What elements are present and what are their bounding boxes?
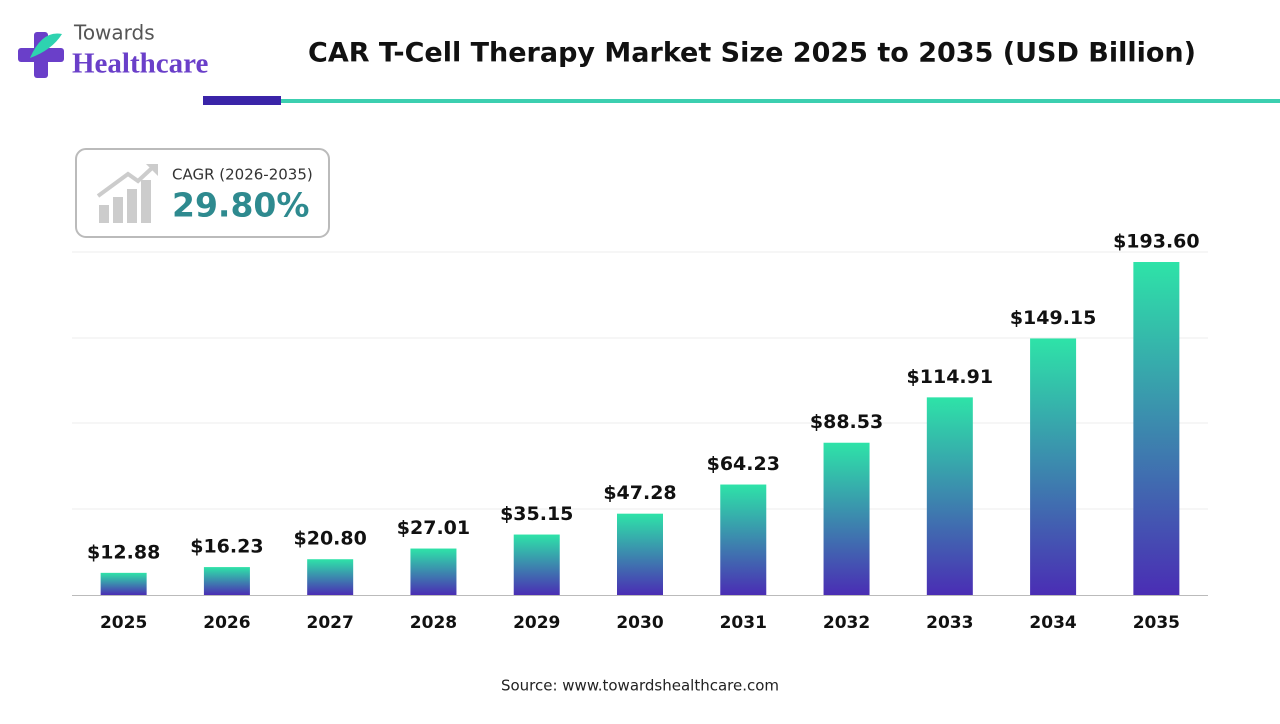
data-label: $35.15 — [500, 503, 573, 525]
data-label: $47.28 — [603, 482, 676, 504]
x-tick-label: 2031 — [720, 613, 767, 633]
x-tick-label: 2025 — [100, 613, 147, 633]
data-label: $12.88 — [87, 541, 160, 563]
data-label: $27.01 — [397, 517, 470, 539]
data-label: $149.15 — [1010, 307, 1097, 329]
x-tick-label: 2035 — [1133, 613, 1180, 633]
x-tick-label: 2029 — [513, 613, 560, 633]
x-tick-label: 2034 — [1029, 613, 1076, 633]
bar — [1133, 262, 1180, 595]
bar — [410, 548, 457, 595]
cagr-value: 29.80% — [172, 186, 309, 225]
chart-title: CAR T-Cell Therapy Market Size 2025 to 2… — [308, 38, 1196, 69]
x-tick-label: 2033 — [926, 613, 973, 633]
logo: Towards Healthcare — [18, 21, 208, 80]
header-accent — [203, 96, 281, 105]
bar — [823, 442, 870, 595]
bar — [513, 534, 560, 595]
bar — [926, 397, 973, 595]
cagr-box: CAGR (2026-2035) 29.80% — [75, 148, 330, 238]
data-label: $114.91 — [907, 366, 994, 388]
data-label: $20.80 — [294, 528, 367, 550]
grid-decoration — [72, 251, 1208, 510]
bar — [617, 513, 663, 595]
bar — [307, 559, 354, 595]
x-tick-label: 2027 — [307, 613, 354, 633]
bar — [1030, 338, 1077, 595]
cagr-label: CAGR (2026-2035) — [172, 166, 313, 184]
bar — [100, 572, 147, 595]
bar — [203, 567, 250, 595]
x-tick-label: 2026 — [203, 613, 250, 633]
bar — [720, 484, 767, 595]
data-label: $16.23 — [190, 536, 263, 558]
logo-bottom: Healthcare — [72, 48, 208, 80]
x-tick-label: 2032 — [823, 613, 870, 633]
data-label: $64.23 — [707, 453, 780, 475]
x-tick-label: 2030 — [616, 613, 663, 633]
logo-top: Towards — [73, 21, 155, 45]
header-line — [281, 99, 1280, 103]
data-label: $88.53 — [810, 411, 883, 433]
x-tick-label: 2028 — [410, 613, 457, 633]
data-label: $193.60 — [1113, 231, 1200, 253]
source: Source: www.towardshealthcare.com — [501, 677, 779, 695]
